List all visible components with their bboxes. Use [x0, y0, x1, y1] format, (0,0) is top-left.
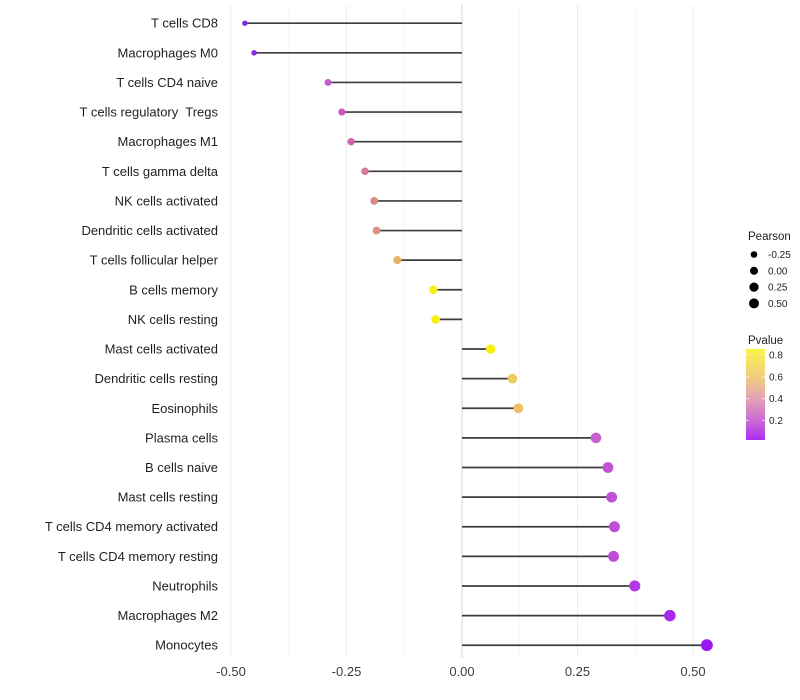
x-axis-tick-label: 0.00 [449, 664, 474, 679]
legend-size-dot [749, 282, 759, 292]
legend-pvalue-tick-label: 0.2 [769, 416, 783, 427]
y-axis-category-label: Macrophages M0 [118, 45, 218, 60]
lollipop-dot [242, 20, 248, 26]
y-axis-category-label: T cells CD4 naive [116, 75, 218, 90]
y-axis-category-label: Monocytes [155, 638, 218, 653]
y-axis-category-label: Eosinophils [152, 401, 219, 416]
legend-pvalue-title: Pvalue [748, 335, 783, 347]
y-axis-category-label: Dendritic cells activated [81, 223, 218, 238]
lollipop-dot [700, 639, 713, 652]
y-axis-category-label: Mast cells activated [105, 342, 218, 357]
lollipop-dot [251, 50, 257, 56]
lollipop-dot [429, 285, 438, 295]
lollipop-dot [590, 432, 602, 444]
legend-pvalue-tick-label: 0.6 [769, 372, 783, 383]
y-axis-category-label: T cells regulatory Tregs [80, 105, 219, 120]
lollipop-dot [664, 609, 676, 622]
legend-size-value-label: 0.25 [768, 283, 788, 294]
lollipop-dot [347, 137, 355, 146]
lollipop-dot [609, 521, 620, 533]
lollipop-dot [324, 78, 332, 86]
lollipop-dot [431, 315, 441, 324]
legend-size-dot [750, 266, 758, 275]
lollipop-dot [338, 108, 346, 116]
lollipop-dot [372, 226, 381, 235]
lollipop-dot [393, 256, 402, 265]
legend-pvalue-colorbar [746, 349, 765, 440]
lollipop-dot [629, 580, 641, 592]
lollipop-dot [507, 373, 518, 384]
lollipop-dot [608, 550, 619, 562]
legend-size-dot [750, 251, 758, 258]
y-axis-category-label: T cells CD4 memory activated [45, 519, 218, 534]
y-axis-category-label: B cells naive [145, 460, 218, 475]
lollipop-dot [513, 403, 524, 414]
y-axis-category-label: T cells CD8 [151, 16, 218, 31]
y-axis-category-label: Macrophages M2 [118, 608, 218, 623]
y-axis-category-label: Neutrophils [152, 578, 218, 593]
x-axis-tick-label: 0.25 [565, 664, 590, 679]
x-axis-tick-label: -0.50 [216, 664, 246, 679]
y-axis-category-label: Macrophages M1 [118, 134, 218, 149]
lollipop-dot [361, 167, 369, 176]
legend-pvalue-tick-label: 0.8 [769, 351, 783, 362]
x-axis-tick-label: -0.25 [332, 664, 362, 679]
legend-size-title: Pearson [748, 231, 791, 243]
y-axis-category-label: T cells CD4 memory resting [58, 549, 218, 564]
y-axis-category-label: T cells follicular helper [90, 253, 219, 268]
y-axis-category-label: NK cells activated [115, 193, 218, 208]
legend-size-dot [749, 298, 759, 309]
lollipop-dot [485, 344, 496, 354]
y-axis-category-label: B cells memory [129, 282, 218, 297]
y-axis-category-label: Plasma cells [145, 430, 218, 445]
legend-pvalue-tick-label: 0.4 [769, 394, 783, 405]
lollipop-dot [370, 197, 379, 205]
legend-size-value-label: -0.25 [768, 250, 791, 261]
y-axis-category-label: NK cells resting [128, 312, 218, 327]
legend-size-value-label: 0.50 [768, 299, 788, 310]
y-axis-category-label: Mast cells resting [118, 490, 218, 505]
legend-size-value-label: 0.00 [768, 266, 788, 277]
x-axis-tick-label: 0.50 [680, 664, 705, 679]
y-axis-category-label: Dendritic cells resting [94, 371, 218, 386]
lollipop-dot [602, 462, 614, 473]
y-axis-category-label: T cells gamma delta [102, 164, 219, 179]
lollipop-dot [606, 491, 618, 503]
